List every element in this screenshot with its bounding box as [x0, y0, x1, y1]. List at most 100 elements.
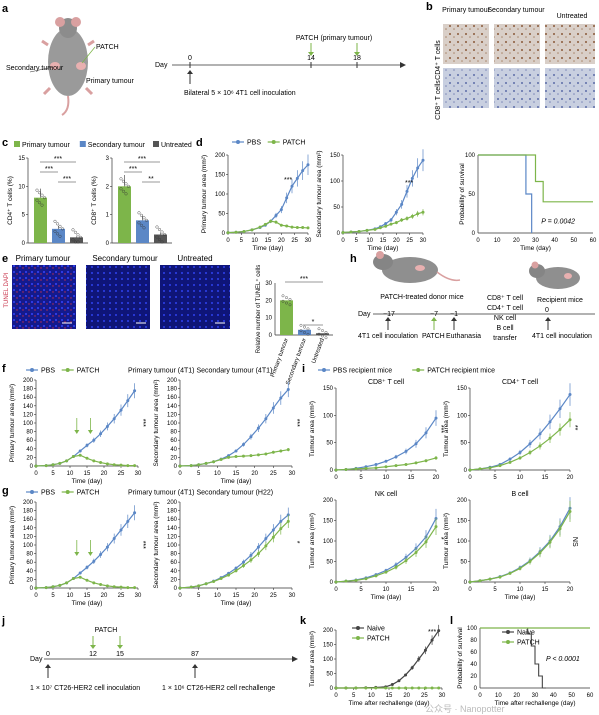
- l-ytick-label: 60: [470, 650, 477, 656]
- g-area-primary-ylabel: Primary tumour area (mm²): [9, 506, 16, 584]
- k-naive-point: [397, 679, 401, 683]
- i-chart-0-xtick-label: 10: [383, 475, 390, 481]
- panel-i: PBS recipient mice PATCH recipient mice 0 5…: [309, 368, 578, 602]
- ihc-cd8-untreated: [545, 68, 595, 108]
- g-area-primary-ytick-label: 100: [23, 543, 34, 549]
- f-area-primary-pbs-point: [133, 389, 137, 393]
- i-chart-2-patch-point: [364, 577, 368, 581]
- f-area-primary-xtick-label: 10: [67, 471, 74, 477]
- g-area-primary-pbs-point: [78, 571, 82, 575]
- c-point: [157, 237, 161, 241]
- e-point: [281, 299, 285, 303]
- g-area-secondary-xtick-label: 0: [178, 593, 182, 599]
- d-surv-xtick-label: 50: [570, 238, 577, 244]
- d-secondary-pbs-point: [394, 210, 398, 214]
- f-area-primary-xtick-label: 15: [84, 471, 91, 477]
- d-primary-pbs-point: [274, 213, 278, 217]
- panel-letter-j: j: [1, 615, 5, 627]
- tunel-image-primary: [12, 265, 76, 329]
- i-chart-3-patch-line: [469, 511, 571, 583]
- c-bar: [136, 220, 149, 243]
- k-patch-point: [430, 686, 434, 690]
- d-primary-xtick-label: 5: [240, 238, 244, 244]
- c-point: [142, 226, 146, 230]
- d-secondary-ytick-label: 100: [330, 179, 341, 185]
- f-area-secondary-patch-point: [204, 461, 208, 465]
- g-area-secondary-pbs-point: [279, 519, 283, 523]
- g-area-primary-xlabel: Time (day): [72, 600, 103, 607]
- f-area-secondary-significance: ***: [293, 419, 300, 427]
- e-ytick-label: 30: [265, 281, 272, 287]
- h-patch-label: PATCH: [422, 333, 445, 340]
- i-chart-1-patch-point: [508, 460, 512, 464]
- i-chart-0-ytick-label: 100: [323, 413, 334, 419]
- tunel-image-secondary: [86, 265, 150, 329]
- c-point: [71, 238, 75, 242]
- e-bar: [316, 333, 329, 335]
- j-tick-87: 87: [191, 651, 199, 658]
- f-area-secondary-xtick-label: 15: [233, 471, 240, 477]
- f-area-secondary-ytick-label: 20: [170, 455, 177, 461]
- c-point: [38, 201, 42, 205]
- k-ytick-label: 100: [323, 657, 334, 663]
- f-area-primary-patch-point: [34, 464, 38, 468]
- g-area-primary-pbs-point: [119, 528, 123, 532]
- h-tick-0: 0: [545, 307, 549, 314]
- c-sig: ***: [54, 156, 62, 163]
- c-bar: [52, 228, 65, 243]
- c-legend-label: Secondary tumour: [88, 142, 146, 149]
- f-area-secondary-ytick-label: 40: [170, 447, 177, 453]
- patch-primary-label: PATCH (primary tumour): [296, 35, 372, 42]
- c-point: [38, 191, 42, 195]
- panel-letter-l: l: [450, 615, 453, 627]
- c-legend-label: Untreated: [161, 142, 192, 149]
- i-chart-0-xtick-label: 0: [334, 475, 338, 481]
- c-point: [142, 216, 146, 220]
- i-chart-1-pbs-point: [518, 451, 522, 455]
- i-chart-2-ytick-label: 100: [323, 539, 334, 545]
- i-chart-1-xtick-label: 0: [468, 475, 472, 481]
- i-chart-3-patch-point: [468, 580, 472, 584]
- c-point: [61, 227, 65, 231]
- g-area-secondary-pbs-line: [179, 514, 289, 589]
- g-area-secondary-ytick-label: 100: [167, 543, 178, 549]
- i-chart-1-ytick-label: 50: [460, 441, 467, 447]
- f-area-secondary-ytick-label: 100: [167, 421, 178, 427]
- d-primary-pbs-point: [279, 208, 283, 212]
- e-sig: ***: [300, 276, 308, 283]
- g-area-primary-patch-point: [78, 575, 82, 579]
- g-area-secondary-ytick-label: 160: [167, 517, 178, 523]
- g-area-primary-pbs-point: [92, 559, 96, 563]
- k-xtick-label: 0: [334, 693, 338, 699]
- i-chart-0-title: CD8⁺ T cell: [368, 379, 405, 386]
- e-ylabel: Relative number of TUNEL⁺ cells: [255, 265, 262, 353]
- g-area-primary-patch-point: [105, 584, 109, 588]
- i-chart-3-xlabel: Time (day): [505, 594, 536, 601]
- g-area-secondary-patch-point: [212, 580, 216, 584]
- i-chart-1-patch-point: [498, 464, 502, 468]
- i-chart-1-pbs-point: [548, 420, 552, 424]
- tick-day-18: 18: [353, 55, 361, 62]
- k-naive-point: [417, 657, 421, 661]
- i-chart-3-patch-point: [478, 579, 482, 583]
- f-area-primary-pbs-point: [119, 408, 123, 412]
- l-xtick-label: 50: [568, 693, 575, 699]
- i-chart-0-significance: ***: [437, 425, 444, 433]
- i-chart-0-patch-point: [364, 466, 368, 470]
- l-xtick-label: 20: [513, 693, 520, 699]
- d-secondary-pbs-point: [400, 202, 404, 206]
- f-area-secondary-ytick-label: 60: [170, 438, 177, 444]
- e-col-secondary: Secondary tumour: [92, 254, 158, 263]
- g-area-primary-patch-point: [112, 585, 116, 589]
- g-area-primary-patch-point: [92, 581, 96, 585]
- g-area-primary-patch-point: [99, 583, 103, 587]
- g-area-secondary-patch-point: [189, 585, 193, 589]
- e-xtick-label: Secondary tumour: [285, 338, 307, 386]
- f-area-primary-ytick-label: 180: [23, 387, 34, 393]
- g-area-primary-patch-point: [34, 586, 38, 590]
- g-area-secondary-ylabel: Secondary tumour area (mm²): [153, 501, 160, 588]
- i-chart-1-patch-point: [518, 456, 522, 460]
- g-area-secondary-patch-point: [178, 586, 182, 590]
- i-legend-marker: [416, 368, 421, 372]
- d-secondary-patch-point: [357, 229, 361, 233]
